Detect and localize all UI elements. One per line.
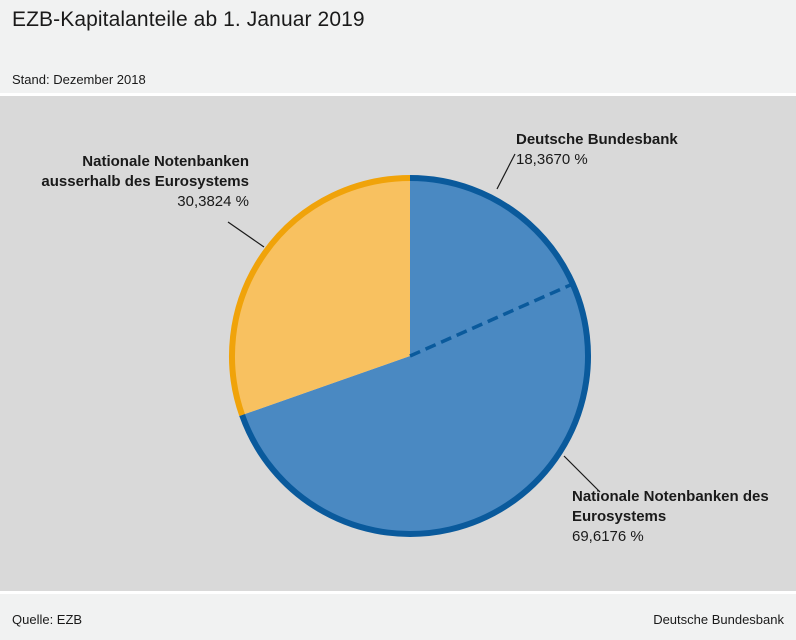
leader-line-bundesbank [496,153,516,190]
label-deutsche-bundesbank-name: Deutsche Bundesbank [516,131,678,148]
label-eurosystem-value: 69,6176 % [572,528,644,545]
label-deutsche-bundesbank: Deutsche Bundesbank 18,3670 % [516,130,678,170]
divider-top [0,93,796,96]
label-eurosystem-name: Nationale Notenbanken des Eurosystems [572,488,769,525]
pie-rim-nationale-notenbanken-ausserhalb-des-eurosystems [229,175,411,417]
pie-rim-nationale-notenbanken-des-eurosystems [239,175,591,537]
chart-title: EZB-Kapitalanteile ab 1. Januar 2019 [12,8,365,31]
label-ausserhalb-eurosystem-value: 30,3824 % [177,193,249,210]
leader-line-ausserhalb [227,221,265,248]
label-eurosystem: Nationale Notenbanken des Eurosystems 69… [572,487,796,547]
chart-subtitle: Stand: Dezember 2018 [12,72,146,87]
sub-slice-divider-deutsche-bundesbank [409,282,574,358]
pie-chart [227,153,601,537]
label-ausserhalb-eurosystem-name: Nationale Notenbanken ausserhalb des Eur… [41,153,249,190]
pie-slice-nationale-notenbanken-ausserhalb-des-eurosystems [231,178,410,416]
label-ausserhalb-eurosystem: Nationale Notenbanken ausserhalb des Eur… [20,152,249,212]
pie-slice-nationale-notenbanken-des-eurosystems [242,178,588,534]
label-deutsche-bundesbank-value: 18,3670 % [516,151,588,168]
source-note: Quelle: EZB [12,612,83,627]
divider-bottom [0,591,796,594]
publisher-note: Deutsche Bundesbank [653,612,784,627]
leader-line-eurosystem [563,455,601,493]
